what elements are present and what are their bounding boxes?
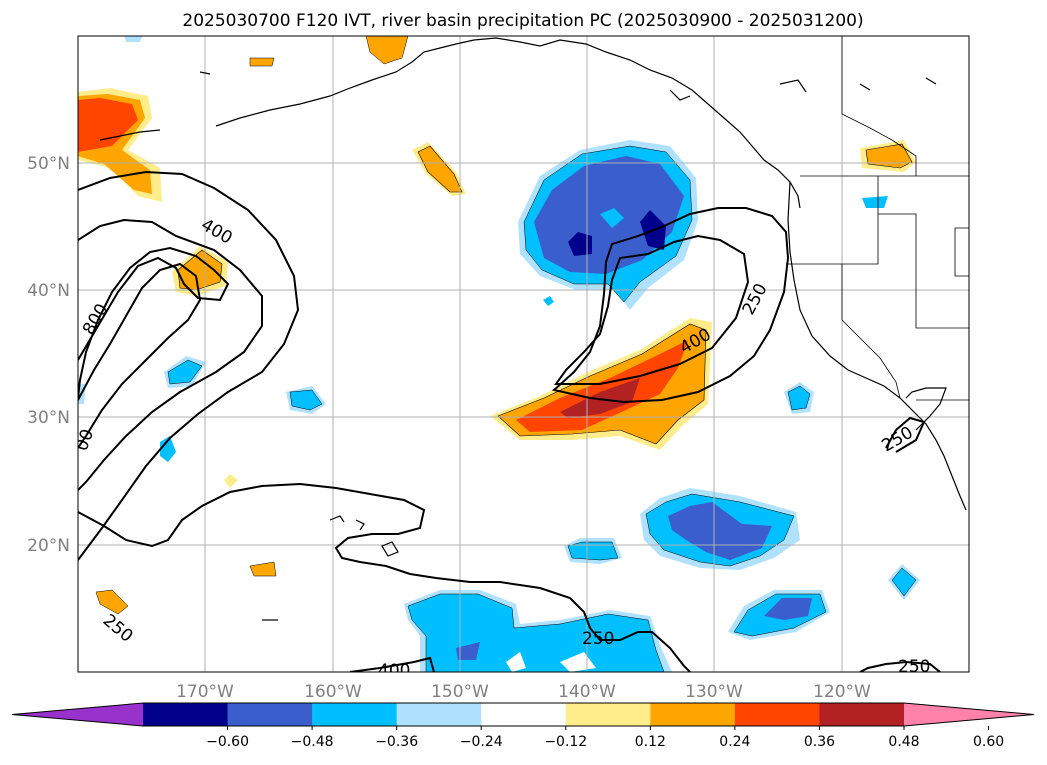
- colorbar-tick-label: −0.60: [206, 734, 249, 750]
- positive-region-small-4: [95, 589, 129, 615]
- negative-region-west-3: [160, 436, 176, 462]
- colorbar-tick-label: 0.48: [888, 734, 919, 750]
- colorbar-extend-min: [12, 703, 143, 726]
- lat-label: 40°N: [27, 281, 70, 301]
- negative-region-south: [404, 590, 672, 672]
- lon-label: 140°W: [558, 682, 616, 702]
- negative-region-baja: [784, 382, 814, 414]
- lon-labels: 170°W 160°W 150°W 140°W 130°W 120°W: [176, 682, 871, 702]
- figure-title: 2025030700 F120 IVT, river basin precipi…: [182, 11, 863, 31]
- colorbar-tick-label: −0.48: [291, 734, 334, 750]
- negative-region-small-3: [564, 538, 622, 564]
- lat-labels: 50°N 40°N 30°N 20°N: [27, 154, 70, 556]
- lat-label: 30°N: [27, 408, 70, 428]
- lat-label: 20°N: [27, 536, 70, 556]
- lon-label: 120°W: [813, 682, 871, 702]
- negative-region-small-1: [543, 296, 554, 306]
- colorbar-bin: [734, 703, 820, 726]
- colorbar-bin: [650, 703, 736, 726]
- lon-label: 130°W: [685, 682, 743, 702]
- colorbar-bin: [481, 703, 567, 726]
- positive-region-small-1: [249, 57, 275, 67]
- lon-label: 160°W: [304, 682, 362, 702]
- negative-region-small-2: [862, 196, 888, 208]
- lon-label: 170°W: [176, 682, 234, 702]
- negative-region-small-4: [888, 564, 920, 600]
- colorbar-tick-label: 0.36: [804, 734, 835, 750]
- lon-label: 150°W: [431, 682, 489, 702]
- positive-region-gulf: [412, 142, 466, 196]
- contour-label: 250: [582, 629, 614, 649]
- colorbar-tick-label: −0.12: [544, 734, 587, 750]
- negative-region-west-2: [286, 386, 326, 414]
- gridlines: [78, 36, 969, 672]
- map-frame: [77, 35, 970, 673]
- contour-label: 400: [378, 661, 410, 681]
- negative-region-west-1: [164, 356, 206, 388]
- colorbar-extend-max: [904, 703, 1034, 726]
- coastlines: [99, 37, 967, 621]
- colorbar-bin: [143, 703, 229, 726]
- colorbar-tick-label: −0.24: [460, 734, 503, 750]
- negative-region-nepac: [518, 140, 698, 310]
- colorbar: −0.60 −0.48 −0.36 −0.24 −0.12 0.12 0.24 0.36 0.4…: [11, 702, 1035, 750]
- colorbar-tick-label: 0.24: [719, 734, 750, 750]
- colorbar-bin: [819, 703, 905, 726]
- colorbar-tick-label: 0.12: [635, 734, 666, 750]
- negative-region-subtropic: [640, 488, 800, 570]
- positive-region-west: [172, 246, 228, 296]
- colorbar-outline: [11, 702, 1035, 727]
- lat-label: 50°N: [27, 154, 70, 174]
- colorbar-tick-label: −0.36: [375, 734, 418, 750]
- colorbar-bin: [565, 703, 651, 726]
- colorbar-tick-label: 0.60: [973, 734, 1004, 750]
- contour-label: 250: [898, 657, 930, 677]
- map-panel: 400 800 00 250 400 250 250 250 250 400: [72, 36, 969, 681]
- positive-region-small-2: [224, 474, 238, 488]
- positive-region-small-3: [249, 561, 277, 577]
- political-borders: [786, 36, 969, 401]
- colorbar-bin: [312, 703, 398, 726]
- contour-label: 00: [72, 427, 98, 454]
- negative-region-south-east: [728, 590, 830, 640]
- colorbar-bin: [227, 703, 313, 726]
- colorbar-bin: [396, 703, 482, 726]
- positive-region-alaska: [365, 36, 409, 65]
- negative-region-small-5: [124, 36, 143, 42]
- ivt-contours: [78, 170, 941, 672]
- positive-region-washington: [860, 140, 916, 172]
